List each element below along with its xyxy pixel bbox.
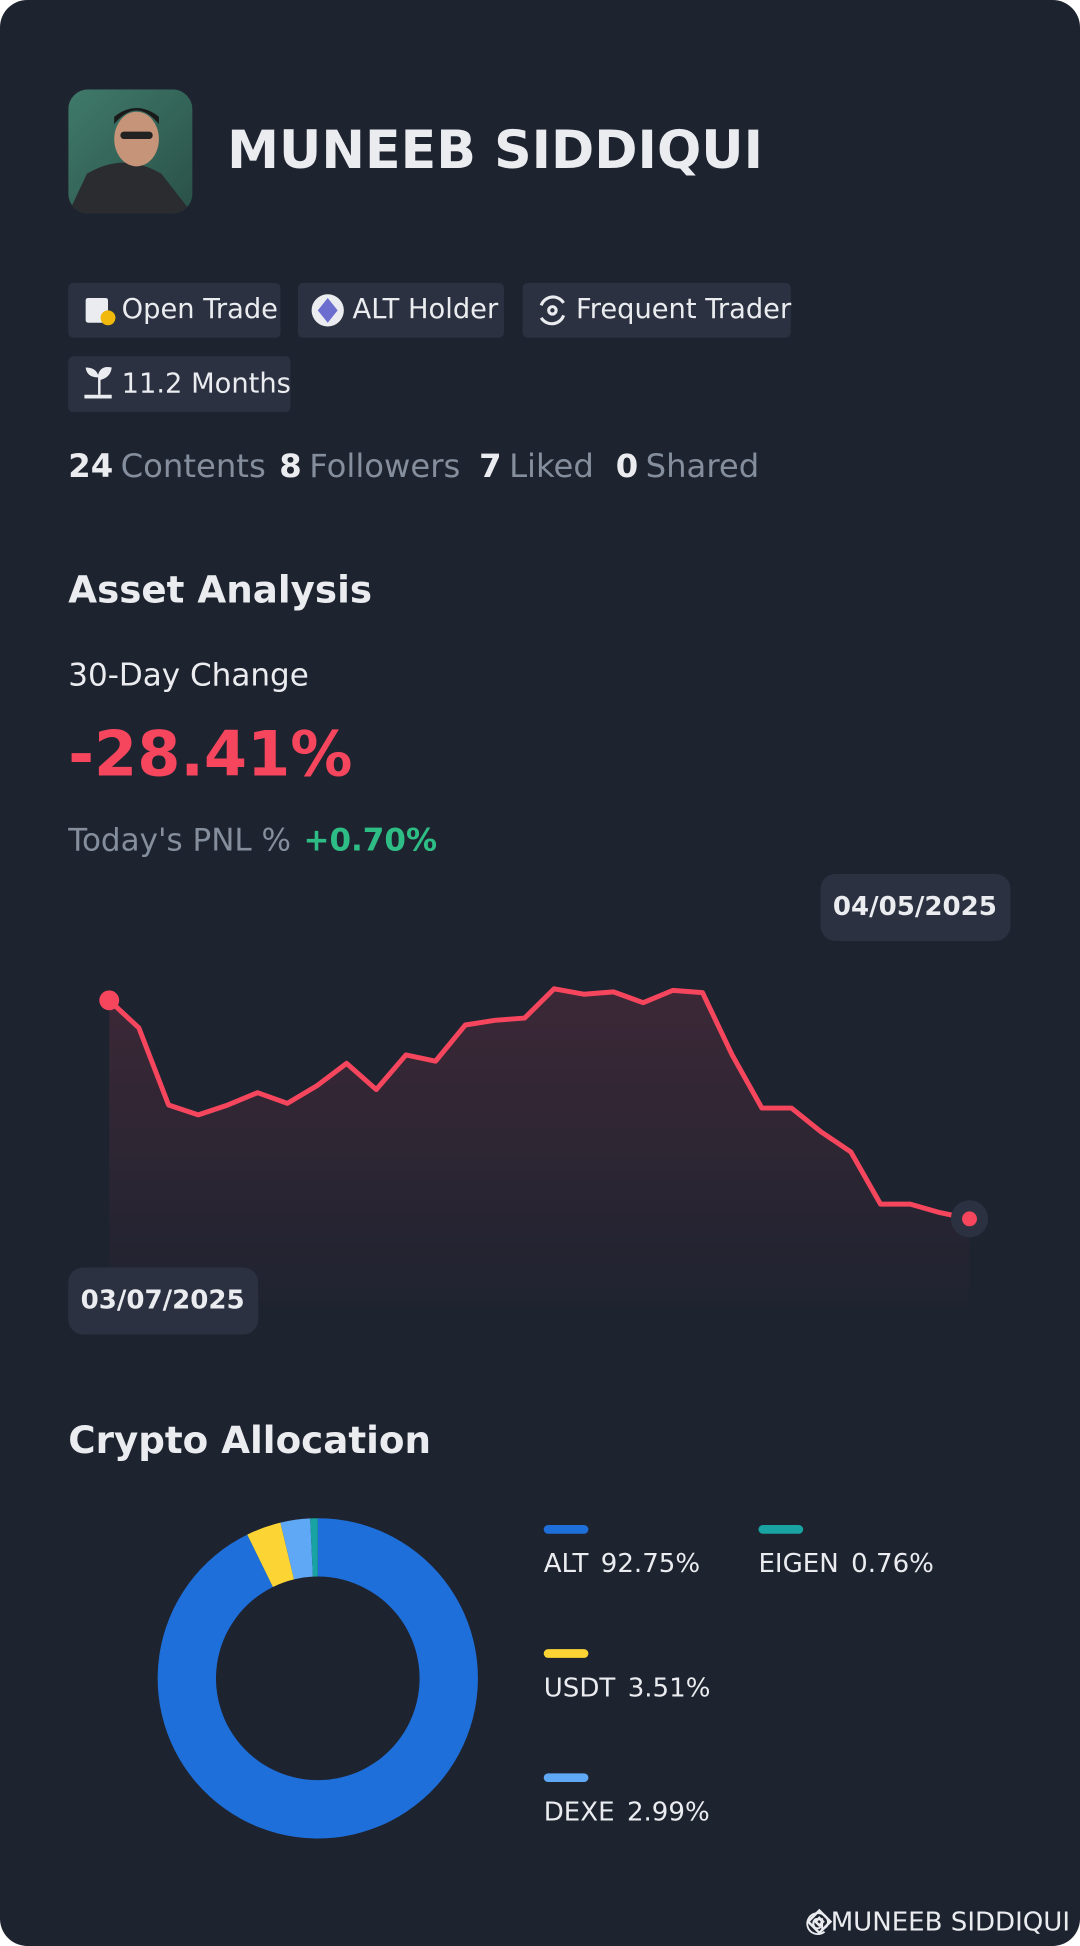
pnl: Today's PNL % +0.70% [67, 823, 437, 859]
badge-label: Frequent Trader [576, 294, 792, 325]
badge-icon [85, 297, 116, 326]
tooltip [68, 1267, 259, 1335]
legend-value: 3.51% [628, 1673, 711, 1703]
legend-entry: DEXE 2.99% [544, 1797, 710, 1827]
donut-slice [247, 1522, 295, 1587]
line-area [109, 988, 970, 1316]
donut-slice [310, 1518, 318, 1577]
badge-label: ALT Holder [353, 294, 499, 325]
tooltip [820, 873, 1011, 941]
section-title: Crypto Allocation [68, 1418, 431, 1462]
avatar [68, 89, 193, 214]
logo [806, 1908, 833, 1935]
donut-slice [157, 1518, 478, 1839]
end-date: 04/05/2025 [833, 892, 997, 922]
stat-label: Liked [509, 447, 594, 485]
donut-slice [280, 1518, 313, 1580]
start-point [99, 990, 120, 1011]
legend-value: 2.99% [627, 1797, 710, 1827]
legend-entry: ALT 92.75% [544, 1549, 700, 1579]
start-date: 03/07/2025 [81, 1285, 245, 1315]
stat-label: Contents [121, 447, 266, 485]
legend-swatch [543, 1525, 589, 1534]
watermark: @MUNEEB SIDDIQUI [805, 1907, 1070, 1937]
section-title: Asset Analysis [68, 568, 372, 612]
badge [522, 283, 791, 338]
legend-swatch [758, 1525, 804, 1534]
donut-chart [157, 1518, 478, 1839]
legend-name: USDT [544, 1673, 616, 1703]
stat: 7 Liked [479, 447, 594, 485]
legend-name: ALT [544, 1549, 589, 1579]
legend-value: 0.76% [851, 1549, 934, 1579]
stat: 24 Contents [68, 447, 265, 485]
legend: ALT 92.75% USDT 3.51% DEXE 2.99% EIGEN 0.76% [543, 1525, 934, 1827]
end-point [962, 1211, 977, 1227]
change-value: -28.41% [68, 718, 352, 791]
user-name: MUNEEB SIDDIQUI [227, 121, 763, 181]
line-chart [99, 986, 989, 1316]
stat-value: 0 [616, 447, 638, 485]
pnl-value: +0.70% [303, 823, 437, 859]
change-label: 30-Day Change [68, 658, 309, 694]
badge-label: Open Trade [122, 294, 278, 325]
pnl-label: Today's PNL % [67, 823, 291, 859]
stat-label: Shared [646, 447, 760, 485]
line [106, 986, 972, 1222]
badge [297, 283, 504, 338]
stat: 0 Shared [616, 447, 759, 485]
legend-swatch [543, 1649, 589, 1658]
badge [68, 356, 291, 413]
badge-label: 11.2 Months [122, 368, 291, 399]
badge-icon [311, 294, 344, 327]
badge [68, 283, 281, 338]
legend-swatch [543, 1773, 589, 1783]
legend-entry: USDT 3.51% [544, 1673, 711, 1703]
legend-entry: EIGEN 0.76% [758, 1549, 933, 1579]
legend-name: EIGEN [758, 1549, 838, 1579]
stat: 8 Followers [279, 447, 460, 485]
stat-label: Followers [309, 447, 460, 485]
stat-value: 24 [68, 447, 113, 485]
stat-value: 8 [279, 447, 301, 485]
legend-value: 92.75% [601, 1549, 700, 1579]
badge-icon [84, 366, 112, 399]
legend-name: DEXE [544, 1797, 615, 1827]
badge-icon [539, 295, 566, 326]
stat-value: 7 [479, 447, 501, 485]
